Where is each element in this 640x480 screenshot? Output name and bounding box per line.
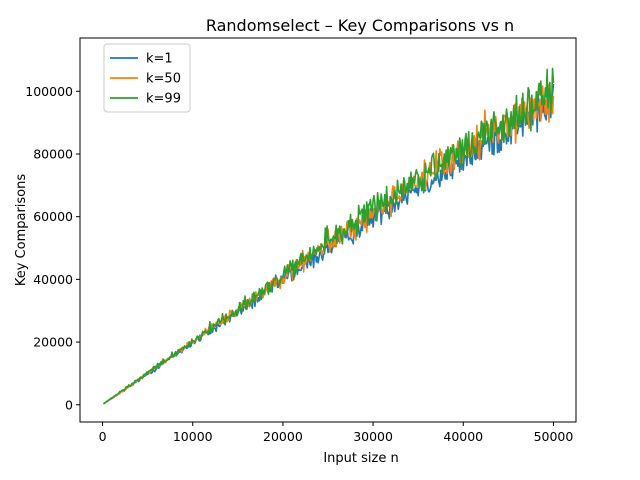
series-layer xyxy=(102,67,555,405)
y-axis: 0 20000 40000 60000 80000 100000 xyxy=(25,84,80,412)
y-tick-label: 60000 xyxy=(33,209,73,224)
legend: k=1 k=50 k=99 xyxy=(103,43,191,113)
x-tick-label: 50000 xyxy=(534,429,574,444)
series-line-k-99 xyxy=(102,67,555,405)
x-tick-label: 10000 xyxy=(173,429,213,444)
x-tick-label: 30000 xyxy=(353,429,393,444)
x-tick-label: 0 xyxy=(99,429,107,444)
x-tick-label: 40000 xyxy=(443,429,483,444)
x-axis: 0 10000 20000 30000 40000 50000 xyxy=(99,422,574,444)
y-axis-label: Key Comparisons xyxy=(14,174,29,287)
legend-box xyxy=(103,43,191,113)
chart-title: Randomselect – Key Comparisons vs n xyxy=(206,16,514,35)
legend-label: k=99 xyxy=(146,92,181,107)
y-tick-label: 100000 xyxy=(25,84,73,99)
plot-frame xyxy=(79,37,577,423)
y-tick-label: 20000 xyxy=(33,335,73,350)
x-tick-label: 20000 xyxy=(263,429,303,444)
y-tick-label: 80000 xyxy=(33,146,73,161)
legend-label: k=1 xyxy=(146,52,173,67)
y-tick-label: 40000 xyxy=(33,272,73,287)
y-tick-label: 0 xyxy=(65,397,73,412)
legend-label: k=50 xyxy=(146,72,181,87)
x-axis-label: Input size n xyxy=(323,451,398,466)
